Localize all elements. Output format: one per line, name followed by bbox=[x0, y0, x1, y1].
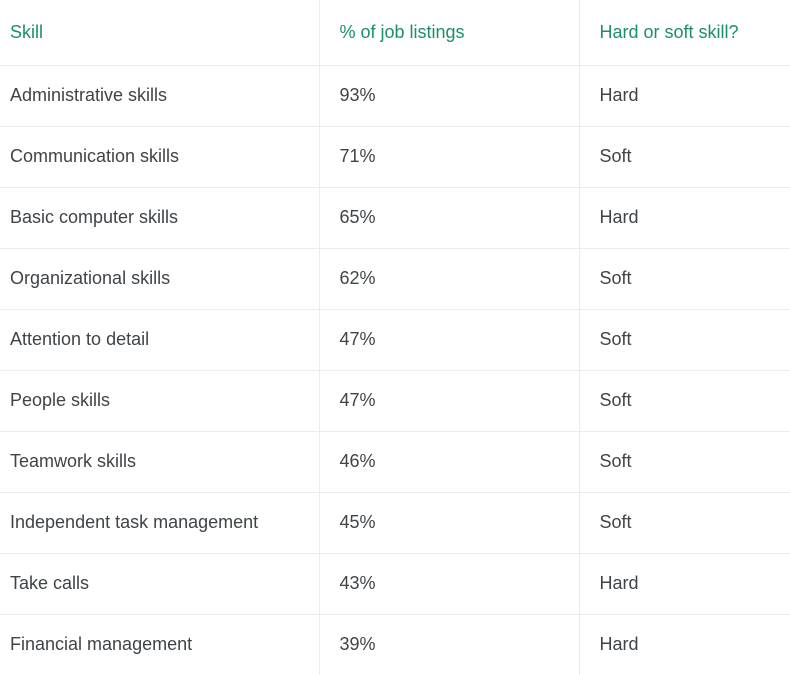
percent-cell: 47% bbox=[318, 370, 579, 432]
table-row: Take calls 43% Hard bbox=[0, 553, 790, 615]
skill-cell: Organizational skills bbox=[0, 248, 319, 310]
type-cell: Soft bbox=[578, 431, 790, 493]
skill-cell: Attention to detail bbox=[0, 309, 319, 371]
table-row: Communication skills 71% Soft bbox=[0, 126, 790, 188]
percent-cell: 39% bbox=[318, 614, 579, 675]
skill-cell: Financial management bbox=[10, 634, 193, 655]
skill-cell: People skills bbox=[0, 370, 319, 432]
percent-cell: 47% bbox=[318, 309, 579, 371]
skill-cell: Communication skills bbox=[0, 126, 319, 188]
type-cell: Soft bbox=[578, 492, 790, 554]
type-cell: Soft bbox=[578, 370, 790, 432]
percent-cell: 62% bbox=[318, 248, 579, 310]
skill-cell: Basic computer skills bbox=[0, 187, 319, 249]
table-row: People skills 47% Soft bbox=[0, 370, 790, 432]
percent-cell: 45% bbox=[318, 492, 579, 554]
skill-cell: Teamwork skills bbox=[0, 431, 319, 493]
table-row: Administrative skills 93% Hard bbox=[0, 65, 790, 127]
table-row: Teamwork skills 46% Soft bbox=[0, 431, 790, 493]
skill-cell: Independent task management bbox=[0, 492, 319, 554]
type-cell: Hard bbox=[578, 187, 790, 249]
table-row: Independent task management 45% Soft bbox=[0, 492, 790, 554]
table-row: Basic computer skills 65% Hard bbox=[0, 187, 790, 249]
header-row: Skill % of job listings Hard or soft ski… bbox=[0, 0, 790, 66]
type-cell: Soft bbox=[578, 126, 790, 188]
percent-cell: 93% bbox=[318, 65, 579, 127]
type-cell: Hard bbox=[578, 65, 790, 127]
type-cell: Hard bbox=[578, 614, 790, 675]
column-header-percent: % of job listings bbox=[318, 0, 579, 66]
table-body: Administrative skills 93% Hard Communica… bbox=[0, 65, 790, 675]
type-cell: Soft bbox=[578, 248, 790, 310]
type-cell: Hard bbox=[578, 553, 790, 615]
percent-cell: 65% bbox=[318, 187, 579, 249]
percent-cell: 71% bbox=[318, 126, 579, 188]
table-row: Attention to detail 47% Soft bbox=[0, 309, 790, 371]
skill-cell: Administrative skills bbox=[0, 65, 319, 127]
skill-cell: Take calls bbox=[0, 553, 319, 615]
table-row: Financial management 39% Hard bbox=[0, 614, 790, 675]
percent-cell: 43% bbox=[318, 553, 579, 615]
table-row: Organizational skills 62% Soft bbox=[0, 248, 790, 310]
column-header-type: Hard or soft skill? bbox=[578, 0, 790, 66]
column-header-skill: Skill bbox=[0, 0, 319, 66]
type-cell: Soft bbox=[578, 309, 790, 371]
table-header: Skill % of job listings Hard or soft ski… bbox=[0, 0, 790, 66]
percent-cell: 46% bbox=[318, 431, 579, 493]
